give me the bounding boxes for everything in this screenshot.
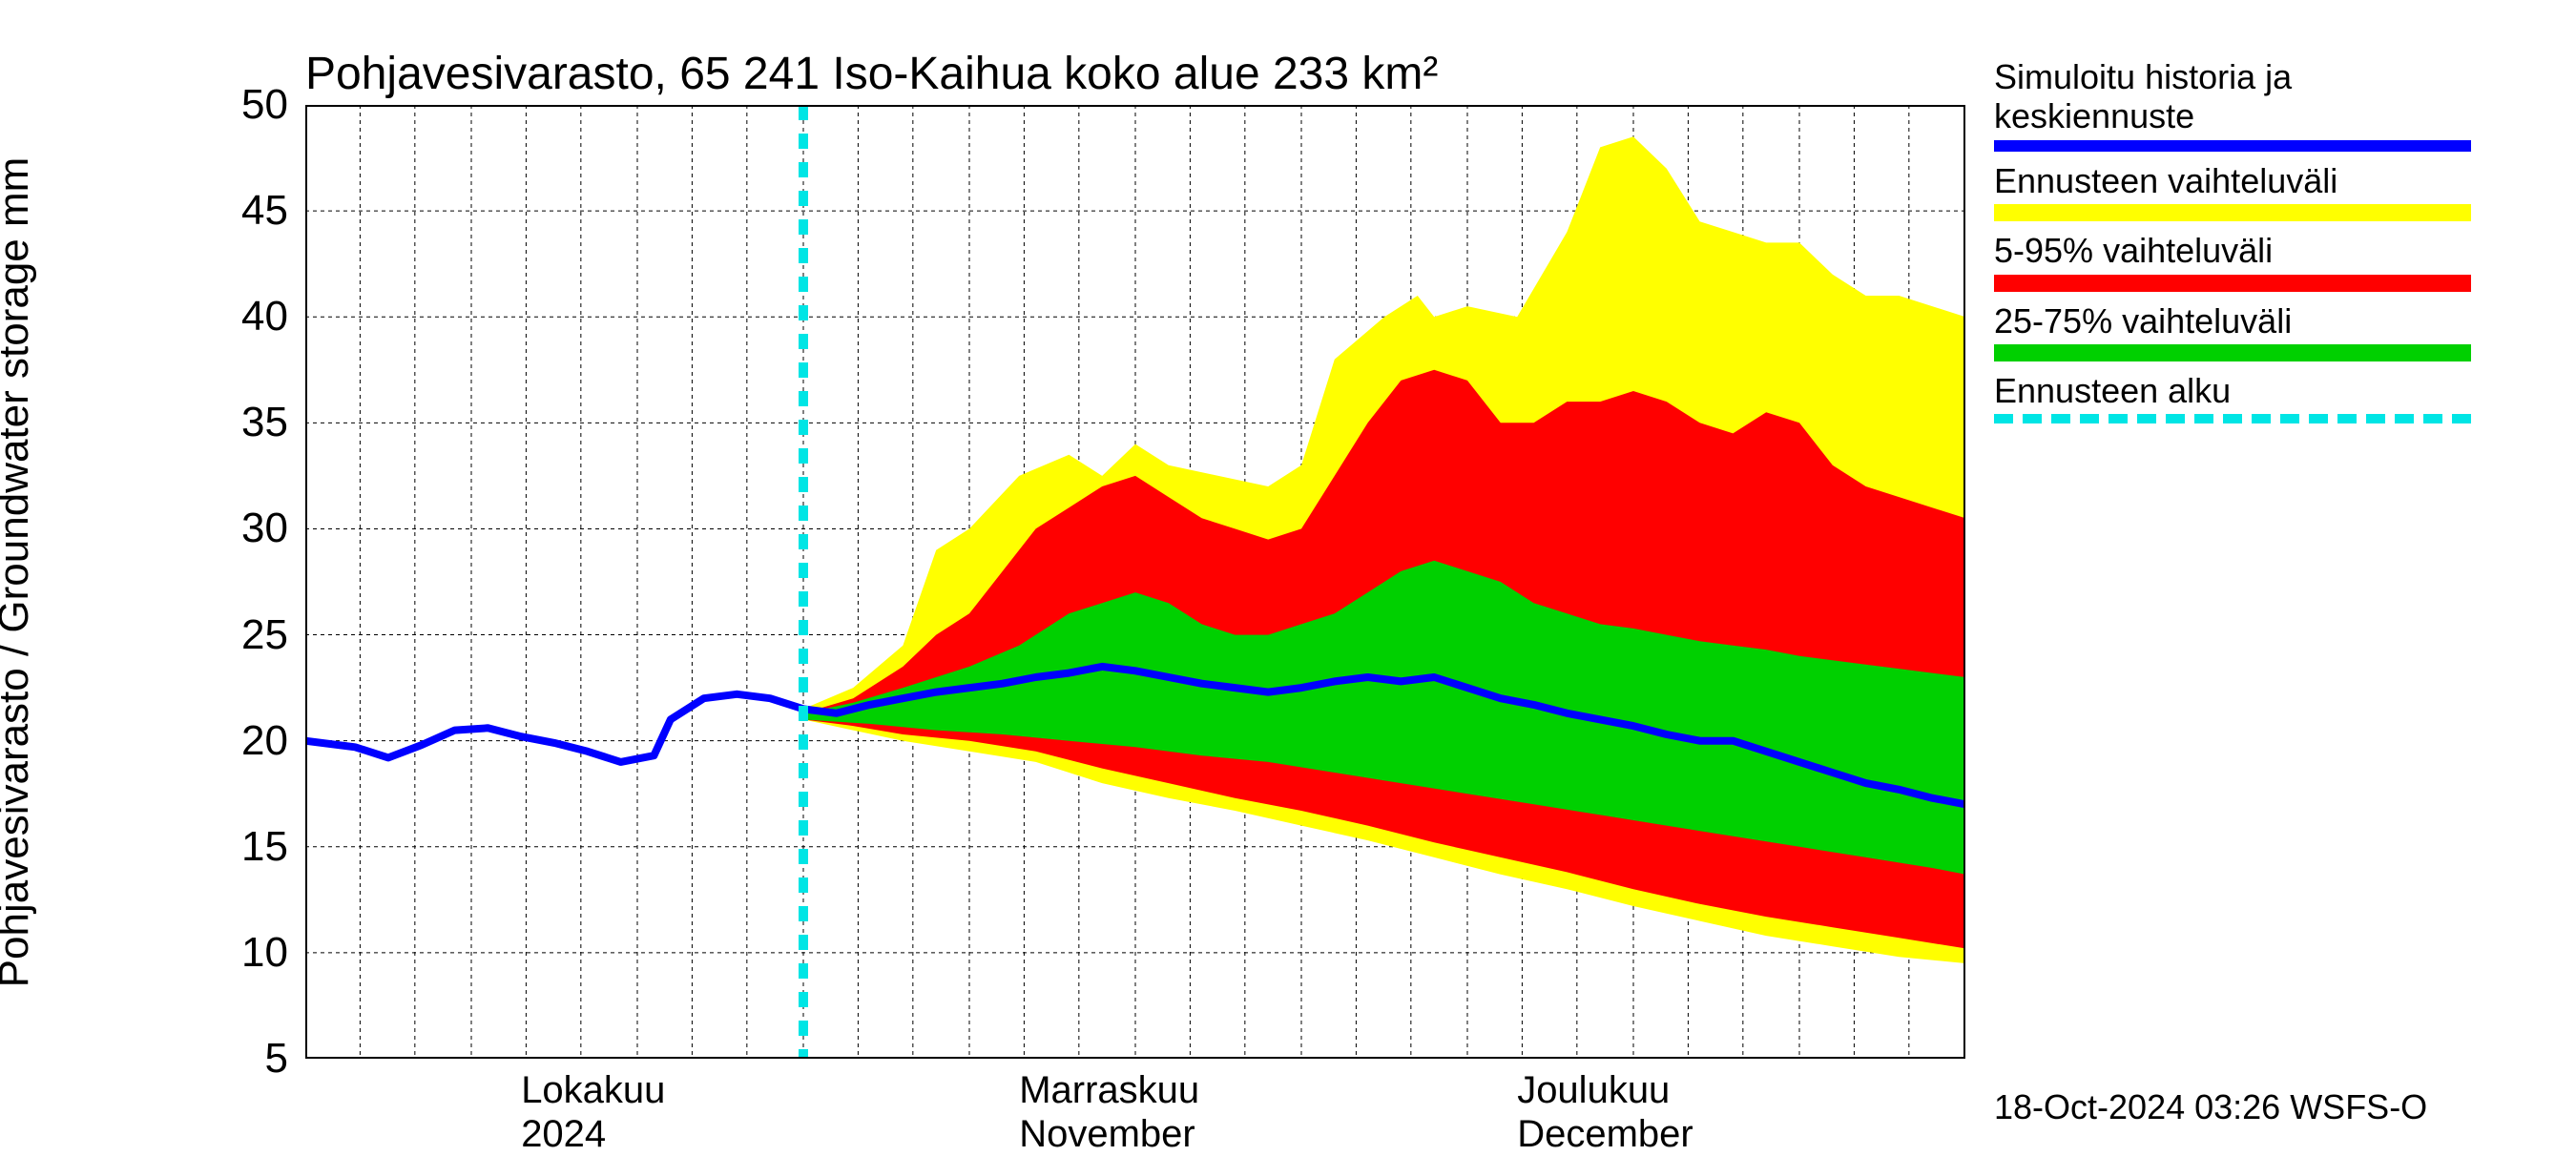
legend: Simuloitu historia ja keskiennuste Ennust… (1994, 57, 2471, 433)
legend-swatch (1994, 140, 2471, 152)
legend-label: Ennusteen vaihteluväli (1994, 161, 2471, 200)
y-axis-label: Pohjavesivarasto / Groundwater storage m… (0, 157, 38, 988)
y-tick-label: 30 (241, 505, 305, 552)
legend-swatch (1994, 344, 2471, 361)
legend-item: Ennusteen alku (1994, 371, 2471, 423)
y-tick-label: 25 (241, 611, 305, 659)
y-tick-label: 35 (241, 399, 305, 446)
chart-svg (305, 105, 1965, 1059)
legend-label: Ennusteen alku (1994, 371, 2471, 410)
footer-timestamp: 18-Oct-2024 03:26 WSFS-O (1994, 1087, 2427, 1127)
y-tick-label: 10 (241, 929, 305, 977)
y-tick-label: 15 (241, 823, 305, 871)
legend-item: 5-95% vaihteluväli (1994, 231, 2471, 291)
y-tick-label: 20 (241, 717, 305, 765)
plot-area: Pohjavesivarasto, 65 241 Iso-Kaihua koko… (305, 105, 1965, 1059)
y-tick-label: 5 (265, 1035, 305, 1083)
chart-title: Pohjavesivarasto, 65 241 Iso-Kaihua koko… (305, 48, 1438, 100)
x-month-label: Lokakuu2024 (521, 1059, 665, 1156)
legend-item: Ennusteen vaihteluväli (1994, 161, 2471, 221)
legend-swatch (1994, 275, 2471, 292)
legend-item: 25-75% vaihteluväli (1994, 301, 2471, 361)
legend-item: Simuloitu historia ja keskiennuste (1994, 57, 2471, 152)
y-tick-label: 45 (241, 187, 305, 235)
y-tick-label: 50 (241, 81, 305, 129)
chart-container: Pohjavesivarasto / Groundwater storage m… (0, 0, 2576, 1145)
legend-label: 25-75% vaihteluväli (1994, 301, 2471, 341)
x-month-label: MarraskuuNovember (1019, 1059, 1199, 1156)
x-month-label: JoulukuuDecember (1517, 1059, 1693, 1156)
legend-swatch (1994, 414, 2471, 423)
y-tick-label: 40 (241, 293, 305, 341)
legend-swatch (1994, 204, 2471, 221)
legend-label: Simuloitu historia ja keskiennuste (1994, 57, 2471, 136)
legend-label: 5-95% vaihteluväli (1994, 231, 2471, 270)
